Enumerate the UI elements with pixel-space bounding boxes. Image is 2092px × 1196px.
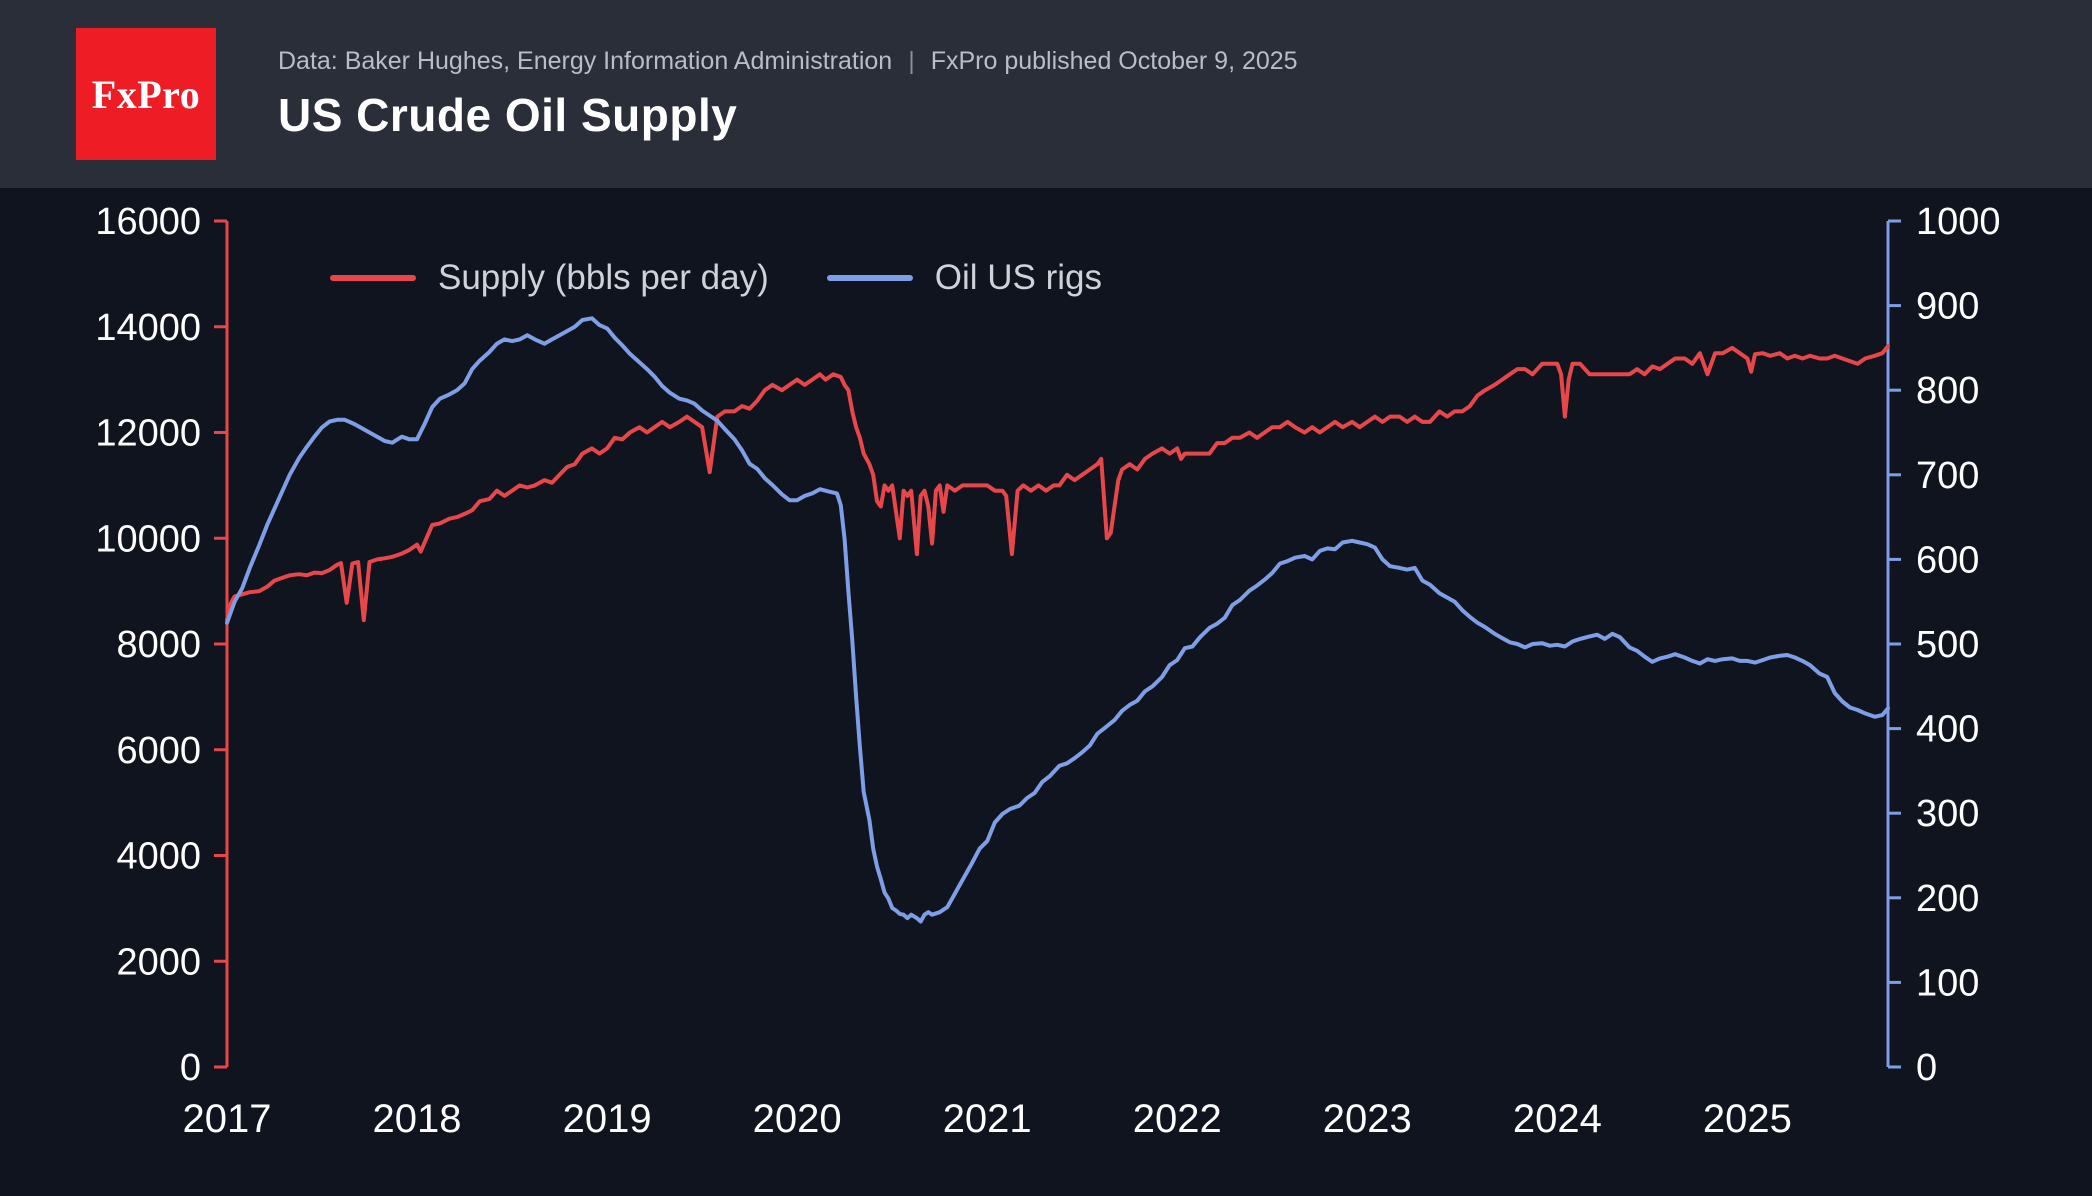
right-axis-tick-label: 1000 bbox=[1916, 201, 2001, 243]
source-separator: | bbox=[908, 47, 915, 75]
fxpro-logo-text: FxPro bbox=[91, 71, 201, 117]
right-axis-tick-label: 200 bbox=[1916, 878, 1979, 920]
left-axis-tick-label: 2000 bbox=[116, 941, 201, 983]
right-axis-tick-label: 300 bbox=[1916, 793, 1979, 835]
right-axis-tick-label: 600 bbox=[1916, 539, 1979, 581]
right-axis-tick-label: 900 bbox=[1916, 286, 1979, 328]
series-line-supply bbox=[225, 344, 1890, 623]
legend-item-supply: Supply (bbls per day) bbox=[330, 258, 769, 298]
right-axis: 0 100 200 300 400 500 600 700 800 900 1000 bbox=[1886, 201, 2001, 1089]
data-source-line: Data: Baker Hughes, Energy Information A… bbox=[278, 46, 1298, 76]
right-axis-tick-label: 0 bbox=[1916, 1047, 1937, 1089]
left-axis: 0 2000 4000 6000 8000 10000 12000 14000 16000 bbox=[95, 201, 229, 1089]
right-axis-tick-label: 700 bbox=[1916, 455, 1979, 497]
left-axis-tick-label: 6000 bbox=[116, 730, 201, 772]
fxpro-logo: FxPro bbox=[76, 28, 216, 160]
x-axis: 2017 2018 2019 2020 2021 2022 2023 2024 2025 bbox=[183, 1097, 1792, 1141]
x-axis-tick-label: 2020 bbox=[753, 1097, 842, 1141]
left-axis-tick-label: 0 bbox=[180, 1047, 201, 1089]
legend-label-rigs: Oil US rigs bbox=[934, 258, 1102, 297]
left-axis-tick-label: 14000 bbox=[95, 307, 201, 349]
x-axis-tick-label: 2022 bbox=[1133, 1097, 1222, 1141]
data-source-text: Data: Baker Hughes, Energy Information A… bbox=[278, 47, 893, 75]
series-line-rigs bbox=[225, 316, 1890, 924]
rigs-line-swatch bbox=[826, 275, 913, 281]
left-axis-tick-label: 16000 bbox=[95, 201, 201, 243]
x-axis-tick-label: 2024 bbox=[1513, 1097, 1602, 1141]
right-axis-tick-label: 400 bbox=[1916, 709, 1979, 751]
x-axis-tick-label: 2017 bbox=[183, 1097, 272, 1141]
x-axis-tick-label: 2018 bbox=[373, 1097, 462, 1141]
header-text-block: Data: Baker Hughes, Energy Information A… bbox=[278, 46, 1298, 142]
legend: Supply (bbls per day) Oil US rigs bbox=[330, 258, 1102, 298]
x-axis-tick-label: 2019 bbox=[563, 1097, 652, 1141]
chart-svg: 0 2000 4000 6000 8000 10000 12000 14000 16000 0 10… bbox=[95, 201, 2001, 1141]
right-axis-tick-label: 500 bbox=[1916, 624, 1979, 666]
right-axis-tick-label: 800 bbox=[1916, 370, 1979, 412]
x-axis-tick-label: 2021 bbox=[943, 1097, 1032, 1141]
legend-label-supply: Supply (bbls per day) bbox=[438, 258, 769, 297]
x-axis-tick-label: 2023 bbox=[1323, 1097, 1412, 1141]
right-axis-tick-label: 100 bbox=[1916, 962, 1979, 1004]
left-axis-tick-label: 4000 bbox=[116, 836, 201, 878]
left-axis-tick-label: 12000 bbox=[95, 413, 201, 455]
left-axis-tick-label: 10000 bbox=[95, 518, 201, 560]
supply-line-swatch bbox=[330, 275, 416, 281]
page-title: US Crude Oil Supply bbox=[278, 89, 738, 141]
left-axis-tick-label: 8000 bbox=[116, 624, 201, 666]
x-axis-tick-label: 2025 bbox=[1703, 1097, 1792, 1141]
chart-area: 0 2000 4000 6000 8000 10000 12000 14000 16000 0 10… bbox=[0, 188, 2092, 1196]
legend-item-rigs: Oil US rigs bbox=[826, 258, 1102, 298]
published-text: FxPro published October 9, 2025 bbox=[930, 47, 1298, 75]
header-bar: FxPro Data: Baker Hughes, Energy Informa… bbox=[0, 0, 2092, 188]
